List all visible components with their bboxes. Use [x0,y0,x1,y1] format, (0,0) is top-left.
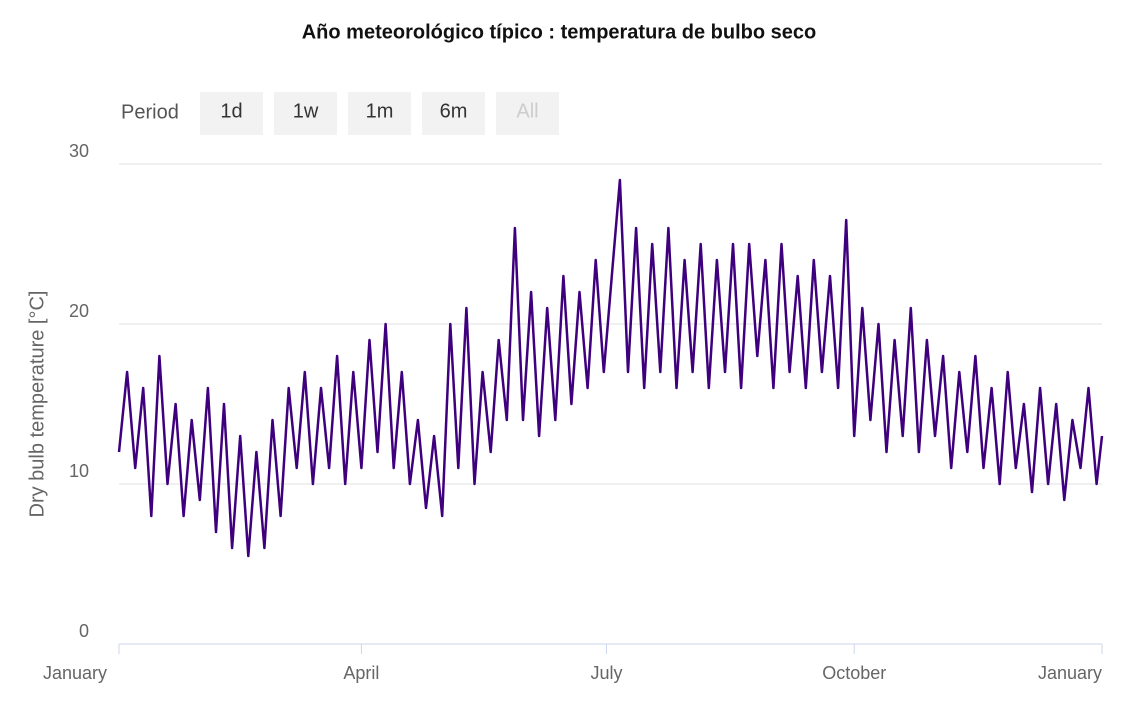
y-axis-label: Dry bulb temperature [°C] [26,291,48,518]
range-button-label[interactable]: 6m [440,100,468,122]
range-button-label[interactable]: 1d [220,100,242,122]
range-button [496,92,559,135]
x-tick-label: July [590,663,622,683]
range-button[interactable] [348,92,411,135]
range-button[interactable] [274,92,337,135]
x-tick-label: April [343,663,379,683]
y-tick-label: 10 [69,461,89,481]
x-tick-label: October [822,663,886,683]
y-tick-label: 30 [69,141,89,161]
data-line [117,178,1104,558]
x-tick-label: January [1038,663,1102,683]
chart-title: Año meteorológico típico : temperatura d… [302,21,817,43]
range-label: Period [121,101,179,123]
range-button[interactable] [200,92,263,135]
range-button-label[interactable]: 1m [366,100,394,122]
range-button[interactable] [422,92,485,135]
y-tick-label: 0 [79,621,89,641]
x-tick-label: January [43,663,107,683]
range-button-label[interactable]: 1w [293,100,319,122]
range-button-label: All [516,100,538,122]
y-tick-label: 20 [69,301,89,321]
